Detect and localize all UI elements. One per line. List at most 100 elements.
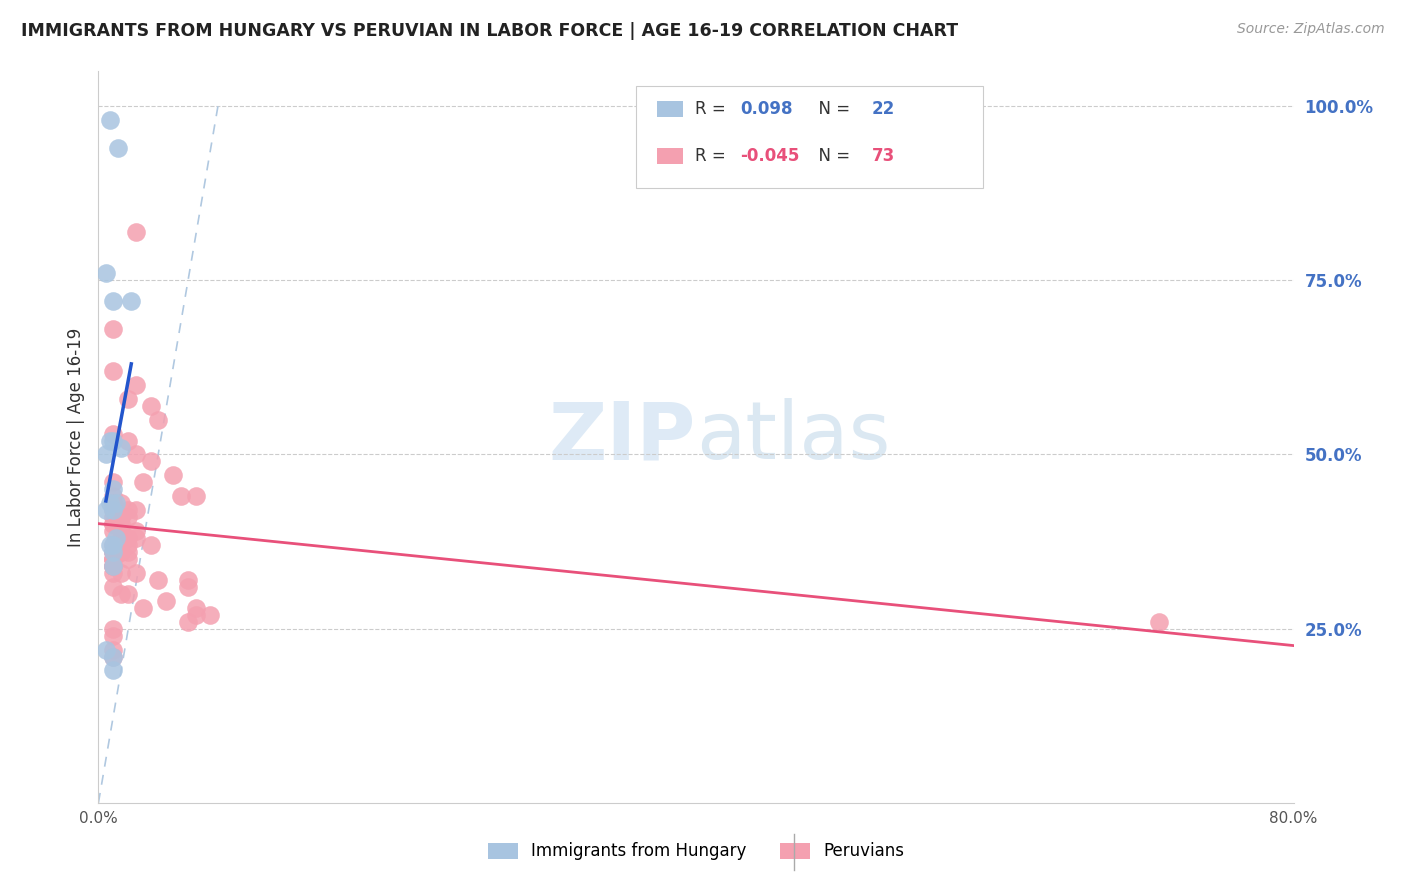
Point bbox=[103, 664, 125, 678]
Y-axis label: In Labor Force | Age 16-19: In Labor Force | Age 16-19 bbox=[66, 327, 84, 547]
Point bbox=[110, 545, 132, 559]
Text: N =: N = bbox=[808, 100, 856, 118]
Point bbox=[103, 558, 125, 573]
Point bbox=[120, 294, 142, 309]
Point bbox=[103, 538, 125, 552]
Point bbox=[103, 538, 125, 552]
Legend: Immigrants from Hungary, Peruvians: Immigrants from Hungary, Peruvians bbox=[488, 842, 904, 860]
Point bbox=[103, 475, 125, 490]
Point bbox=[103, 322, 125, 336]
Text: -0.045: -0.045 bbox=[740, 147, 800, 165]
Point bbox=[103, 517, 125, 532]
Point bbox=[125, 503, 148, 517]
Point bbox=[103, 552, 125, 566]
Text: 22: 22 bbox=[872, 100, 894, 118]
Point bbox=[117, 392, 139, 406]
Point bbox=[103, 558, 125, 573]
Point bbox=[103, 552, 125, 566]
Point bbox=[125, 566, 148, 580]
Point bbox=[162, 468, 184, 483]
FancyBboxPatch shape bbox=[657, 148, 683, 164]
Point bbox=[139, 399, 162, 413]
Text: N =: N = bbox=[808, 147, 856, 165]
Point bbox=[98, 113, 122, 128]
Point bbox=[103, 517, 125, 532]
Text: 0.098: 0.098 bbox=[740, 100, 793, 118]
Point bbox=[105, 531, 128, 545]
Point bbox=[184, 600, 207, 615]
FancyBboxPatch shape bbox=[657, 101, 683, 117]
Point bbox=[98, 538, 122, 552]
Point bbox=[110, 587, 132, 601]
Point bbox=[139, 538, 162, 552]
Point bbox=[103, 503, 125, 517]
Point bbox=[103, 622, 125, 636]
Point bbox=[103, 649, 125, 664]
Point bbox=[125, 524, 148, 538]
Point bbox=[139, 454, 162, 468]
Point bbox=[125, 377, 148, 392]
Point bbox=[177, 573, 200, 587]
Point bbox=[1147, 615, 1170, 629]
Point bbox=[103, 580, 125, 594]
Point bbox=[98, 434, 122, 448]
Point bbox=[117, 552, 139, 566]
FancyBboxPatch shape bbox=[637, 86, 983, 188]
Point bbox=[132, 475, 155, 490]
Point bbox=[117, 538, 139, 552]
Point bbox=[103, 558, 125, 573]
Point bbox=[103, 364, 125, 378]
Text: R =: R = bbox=[695, 100, 731, 118]
Point bbox=[110, 524, 132, 538]
Point bbox=[94, 642, 117, 657]
Point bbox=[94, 448, 117, 462]
Point bbox=[105, 496, 128, 510]
Point bbox=[103, 489, 125, 503]
Point bbox=[110, 517, 132, 532]
Point bbox=[110, 510, 132, 524]
Point bbox=[110, 566, 132, 580]
Point bbox=[103, 294, 125, 309]
Point bbox=[200, 607, 222, 622]
Point bbox=[98, 496, 122, 510]
Point bbox=[117, 434, 139, 448]
Point bbox=[103, 503, 125, 517]
Point bbox=[103, 552, 125, 566]
Point bbox=[94, 266, 117, 280]
Point bbox=[103, 629, 125, 643]
Point bbox=[110, 510, 132, 524]
Point bbox=[103, 558, 125, 573]
Point bbox=[125, 531, 148, 545]
Point bbox=[103, 426, 125, 441]
Point bbox=[103, 483, 125, 497]
Point bbox=[103, 434, 125, 448]
Point bbox=[107, 141, 129, 155]
Point bbox=[155, 594, 177, 608]
Point bbox=[103, 510, 125, 524]
Point bbox=[103, 496, 125, 510]
Point bbox=[103, 524, 125, 538]
Point bbox=[148, 573, 170, 587]
Point bbox=[177, 580, 200, 594]
Point bbox=[184, 489, 207, 503]
Point bbox=[94, 503, 117, 517]
Text: R =: R = bbox=[695, 147, 731, 165]
Point bbox=[177, 615, 200, 629]
Point bbox=[169, 489, 191, 503]
Text: atlas: atlas bbox=[696, 398, 890, 476]
Point bbox=[103, 545, 125, 559]
Point bbox=[103, 642, 125, 657]
Point bbox=[125, 448, 148, 462]
Point bbox=[148, 412, 170, 426]
Point bbox=[103, 545, 125, 559]
Point bbox=[132, 600, 155, 615]
Text: Source: ZipAtlas.com: Source: ZipAtlas.com bbox=[1237, 22, 1385, 37]
Point bbox=[103, 496, 125, 510]
Point bbox=[110, 496, 132, 510]
Text: IMMIGRANTS FROM HUNGARY VS PERUVIAN IN LABOR FORCE | AGE 16-19 CORRELATION CHART: IMMIGRANTS FROM HUNGARY VS PERUVIAN IN L… bbox=[21, 22, 959, 40]
Point bbox=[103, 649, 125, 664]
Point bbox=[125, 225, 148, 239]
Point bbox=[103, 566, 125, 580]
Point bbox=[103, 496, 125, 510]
Point bbox=[117, 587, 139, 601]
